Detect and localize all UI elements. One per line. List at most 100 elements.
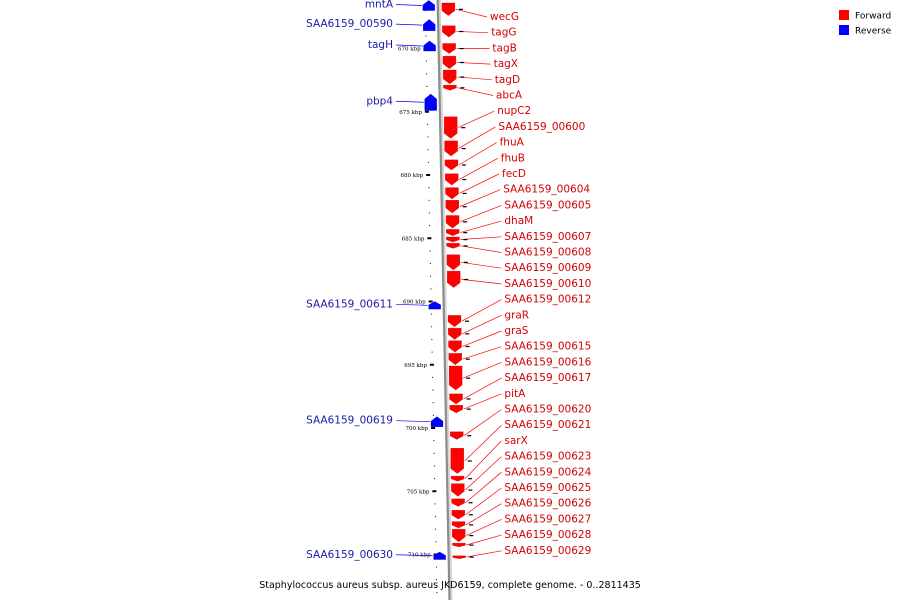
reverse-gene[interactable]	[433, 551, 446, 560]
forward-gene-label[interactable]: SAA6159_00600	[498, 121, 585, 133]
reverse-gene[interactable]	[422, 0, 435, 11]
forward-gene[interactable]	[442, 43, 456, 54]
forward-gene[interactable]	[452, 529, 466, 543]
forward-gene-label[interactable]: abcA	[496, 90, 523, 102]
forward-gene-label[interactable]: tagB	[492, 42, 516, 54]
reverse-gene-label[interactable]: SAA6159_00630	[306, 549, 393, 561]
forward-gene[interactable]	[444, 140, 458, 157]
forward-gene[interactable]	[452, 542, 466, 548]
forward-gene-label[interactable]: SAA6159_00623	[504, 451, 591, 463]
forward-gene-label[interactable]: SAA6159_00617	[504, 372, 591, 384]
forward-gene[interactable]	[445, 187, 459, 200]
forward-gene-label[interactable]: dhaM	[504, 215, 533, 227]
gene-marker	[467, 460, 472, 462]
forward-gene[interactable]	[445, 200, 459, 214]
forward-leader	[458, 142, 497, 166]
reverse-gene[interactable]	[428, 301, 441, 310]
forward-gene-label[interactable]: pitA	[504, 388, 526, 400]
minor-dot	[430, 275, 432, 277]
forward-gene-label[interactable]: tagG	[491, 27, 516, 39]
forward-gene[interactable]	[442, 25, 456, 38]
forward-gene-label[interactable]: tagX	[494, 58, 518, 70]
forward-gene[interactable]	[447, 270, 461, 288]
forward-gene[interactable]	[451, 510, 465, 520]
forward-gene[interactable]	[450, 448, 464, 474]
forward-gene[interactable]	[449, 405, 463, 413]
forward-gene-label[interactable]: SAA6159_00627	[504, 513, 591, 525]
forward-gene-label[interactable]: graR	[504, 309, 529, 321]
forward-gene[interactable]	[449, 393, 463, 405]
forward-leader	[459, 157, 498, 180]
forward-leader	[463, 377, 502, 400]
forward-gene[interactable]	[441, 2, 456, 16]
forward-gene[interactable]	[451, 483, 465, 497]
forward-gene[interactable]	[448, 340, 462, 353]
reverse-gene-label[interactable]: pbp4	[366, 95, 393, 107]
forward-gene[interactable]	[452, 555, 466, 559]
forward-gene-label[interactable]: SAA6159_00608	[504, 247, 591, 259]
forward-gene-label[interactable]: SAA6159_00605	[504, 199, 591, 211]
forward-legend-swatch	[839, 10, 849, 20]
major-tick	[432, 490, 437, 493]
forward-gene[interactable]	[446, 229, 460, 236]
forward-gene-label[interactable]: wecG	[490, 11, 519, 23]
forward-gene-label[interactable]: fhuA	[500, 137, 525, 149]
forward-gene[interactable]	[446, 254, 461, 271]
forward-gene-label[interactable]: SAA6159_00624	[504, 466, 591, 478]
forward-gene-label[interactable]: SAA6159_00626	[504, 498, 591, 510]
gene-marker	[460, 87, 465, 89]
reverse-gene-label[interactable]: SAA6159_00619	[306, 415, 393, 427]
forward-gene[interactable]	[443, 69, 457, 85]
forward-gene[interactable]	[450, 475, 465, 482]
forward-gene-label[interactable]: SAA6159_00616	[504, 356, 591, 368]
forward-gene-label[interactable]: SAA6159_00604	[503, 184, 590, 196]
forward-gene[interactable]	[451, 521, 466, 529]
forward-gene-label[interactable]: graS	[504, 325, 528, 337]
gene-marker	[459, 30, 464, 33]
forward-gene[interactable]	[444, 159, 459, 171]
forward-gene-label[interactable]: SAA6159_00609	[504, 262, 591, 274]
minor-dot	[435, 528, 437, 530]
forward-gene-label[interactable]: SAA6159_00612	[504, 294, 591, 306]
minor-dot	[432, 376, 434, 378]
minor-dot	[429, 250, 431, 252]
forward-gene-label[interactable]: nupC2	[497, 105, 531, 117]
forward-gene-label[interactable]: sarX	[504, 435, 527, 447]
forward-gene-label[interactable]: tagD	[495, 74, 520, 86]
reverse-gene-label[interactable]: tagH	[368, 39, 393, 51]
forward-gene-label[interactable]: SAA6159_00620	[504, 404, 591, 416]
forward-gene[interactable]	[442, 55, 457, 69]
forward-gene[interactable]	[451, 498, 465, 507]
forward-gene-label[interactable]: SAA6159_00615	[504, 341, 591, 353]
forward-gene[interactable]	[447, 315, 462, 327]
reverse-gene-label[interactable]: SAA6159_00590	[306, 18, 393, 30]
forward-gene[interactable]	[444, 116, 458, 139]
forward-gene[interactable]	[446, 236, 460, 243]
reverse-gene-label[interactable]: mntA	[365, 0, 394, 10]
forward-gene-label[interactable]: SAA6159_00607	[504, 231, 591, 243]
reverse-gene-label[interactable]: SAA6159_00611	[306, 298, 393, 310]
legend-label: Reverse	[855, 27, 892, 37]
reverse-gene[interactable]	[430, 416, 444, 427]
reverse-gene[interactable]	[423, 40, 436, 52]
forward-gene-label[interactable]: SAA6159_00621	[504, 419, 591, 431]
forward-leader	[464, 409, 502, 436]
forward-gene[interactable]	[448, 327, 462, 340]
forward-gene-label[interactable]: SAA6159_00610	[504, 278, 591, 290]
forward-gene-label[interactable]: SAA6159_00629	[504, 545, 591, 557]
forward-gene[interactable]	[445, 215, 460, 229]
forward-gene-label[interactable]: SAA6159_00628	[504, 529, 591, 541]
forward-gene[interactable]	[448, 353, 462, 365]
forward-gene[interactable]	[446, 243, 460, 249]
forward-gene[interactable]	[448, 365, 463, 391]
minor-dot	[425, 60, 427, 62]
forward-gene-label[interactable]: fhuB	[501, 152, 525, 164]
forward-gene-label[interactable]: SAA6159_00625	[504, 482, 591, 494]
forward-gene[interactable]	[450, 431, 464, 440]
forward-leader	[462, 314, 502, 335]
forward-gene-label[interactable]: fecD	[502, 168, 526, 180]
reverse-gene[interactable]	[423, 19, 436, 31]
reverse-gene[interactable]	[424, 93, 437, 111]
forward-gene[interactable]	[443, 85, 457, 91]
forward-gene[interactable]	[445, 173, 459, 186]
